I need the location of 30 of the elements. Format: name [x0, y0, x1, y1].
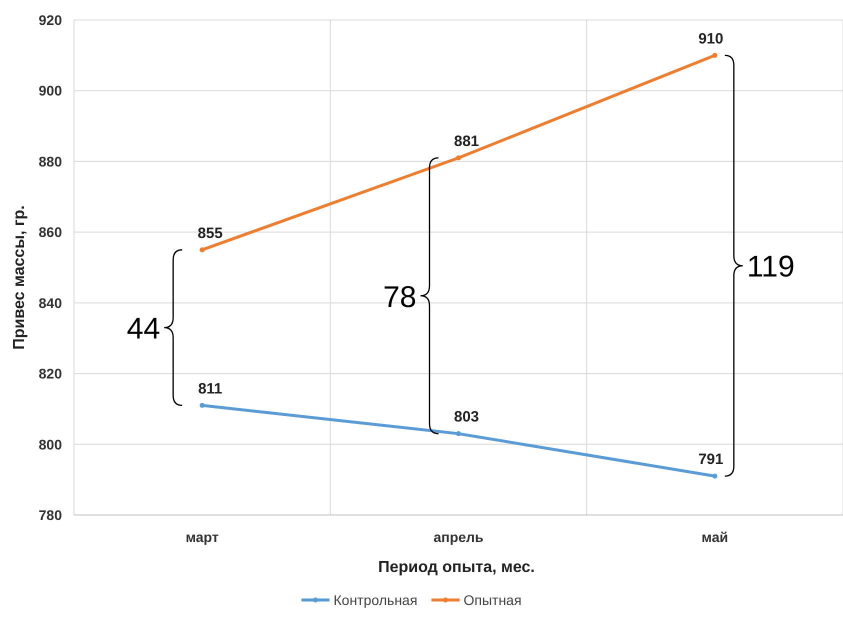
legend-label: Опытная — [464, 592, 522, 608]
legend-label: Контрольная — [334, 592, 418, 608]
y-tick-label: 800 — [38, 436, 62, 452]
annotation: 119 — [746, 250, 795, 284]
point — [456, 431, 461, 436]
y-tick-label: 880 — [38, 153, 62, 170]
x-axis-title: Период опыта, мес. — [378, 559, 535, 576]
x-tick-label: март — [186, 529, 219, 545]
data-label: 881 — [454, 132, 480, 150]
y-tick-label: 900 — [38, 82, 62, 99]
data-label: 791 — [698, 451, 724, 468]
data-label: 910 — [698, 30, 724, 48]
point — [200, 402, 205, 408]
y-tick-label: 920 — [38, 12, 62, 28]
point — [712, 474, 718, 479]
y-tick-label: 820 — [38, 366, 62, 382]
y-tick-label: 840 — [38, 294, 62, 311]
data-label: 803 — [454, 408, 480, 426]
y-tick-label: 780 — [38, 507, 62, 523]
data-label: 811 — [198, 380, 222, 398]
annotation: 78 — [383, 280, 416, 314]
annotation: 44 — [126, 312, 160, 346]
point — [200, 247, 205, 252]
x-tick-label: май — [702, 529, 728, 545]
x-tick-label: апрель — [433, 529, 484, 545]
data-label: 855 — [198, 224, 223, 242]
y-axis-title: Привес массы, гр. — [11, 205, 28, 350]
point — [456, 155, 461, 160]
point — [712, 52, 718, 58]
y-tick-label: 860 — [38, 224, 62, 240]
